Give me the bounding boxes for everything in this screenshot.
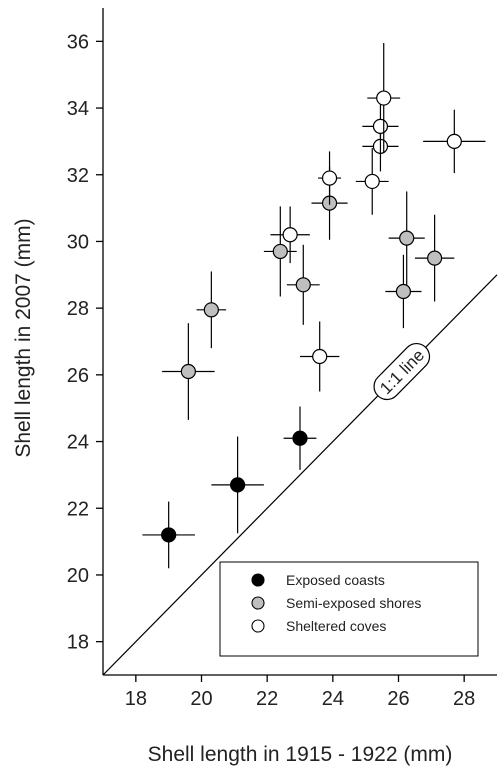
data-point bbox=[270, 206, 310, 264]
x-tick-label: 28 bbox=[453, 688, 475, 710]
point-marker bbox=[399, 230, 415, 246]
point-marker bbox=[282, 227, 298, 243]
y-tick-label: 30 bbox=[67, 231, 89, 253]
x-tick-label: 22 bbox=[256, 688, 278, 710]
y-axis-title: Shell length in 2007 (mm) bbox=[12, 218, 35, 457]
data-point bbox=[367, 43, 401, 154]
data-point bbox=[283, 406, 317, 470]
point-marker bbox=[292, 430, 308, 446]
x-tick-label: 20 bbox=[190, 688, 212, 710]
axes: 18 20 22 24 26 28 30 32 34 36 18 20 22 24 26 28 bbox=[67, 8, 497, 710]
point-marker bbox=[295, 277, 311, 293]
y-tick-label: 22 bbox=[67, 498, 89, 520]
y-tick-label: 24 bbox=[67, 432, 89, 454]
point-marker bbox=[180, 363, 196, 380]
x-axis-title: Shell length in 1915 - 1922 (mm) bbox=[148, 743, 453, 766]
y-tick-label: 26 bbox=[67, 365, 89, 387]
point-marker bbox=[364, 173, 380, 190]
point-marker bbox=[203, 302, 219, 318]
data-point bbox=[162, 323, 215, 420]
x-tick-label: 26 bbox=[387, 688, 409, 710]
legend-label: Exposed coasts bbox=[286, 572, 385, 588]
legend-marker bbox=[251, 619, 265, 633]
data-point bbox=[196, 271, 227, 349]
point-marker bbox=[446, 133, 462, 149]
point-marker bbox=[321, 170, 338, 186]
data-points bbox=[142, 43, 486, 569]
point-marker bbox=[372, 118, 389, 134]
point-marker bbox=[161, 527, 177, 543]
legend-marker bbox=[251, 573, 265, 587]
series-semi-exposed-shores bbox=[162, 166, 455, 420]
data-point bbox=[211, 436, 264, 534]
legend-marker bbox=[251, 596, 265, 610]
y-tick-label: 28 bbox=[67, 298, 89, 320]
y-tick-label: 32 bbox=[67, 165, 89, 187]
data-point bbox=[423, 109, 486, 174]
identity-line-label: 1:1 line bbox=[373, 342, 431, 401]
y-tick-label: 34 bbox=[67, 98, 89, 120]
data-point bbox=[355, 148, 389, 215]
data-point bbox=[414, 214, 455, 302]
y-tick-label: 36 bbox=[67, 31, 89, 53]
identity-label-box bbox=[373, 342, 431, 401]
identity-line bbox=[102, 274, 498, 676]
x-tick-label: 24 bbox=[322, 688, 344, 710]
legend-label: Semi-exposed shores bbox=[286, 595, 421, 611]
data-point bbox=[142, 501, 195, 569]
x-tick-label: 18 bbox=[125, 688, 147, 710]
point-marker bbox=[376, 90, 392, 106]
point-marker bbox=[312, 348, 328, 365]
legend-item: Semi-exposed shores bbox=[251, 595, 421, 611]
data-point bbox=[318, 151, 342, 205]
y-tick-label: 20 bbox=[67, 565, 89, 587]
data-point bbox=[300, 321, 340, 392]
series-sheltered-coves bbox=[270, 43, 486, 392]
legend-label: Sheltered coves bbox=[286, 618, 386, 634]
y-tick-label: 18 bbox=[67, 632, 89, 654]
legend-item: Exposed coasts bbox=[251, 572, 385, 588]
series-exposed-coasts bbox=[142, 406, 317, 569]
legend-item: Sheltered coves bbox=[251, 618, 386, 634]
point-marker bbox=[395, 283, 412, 300]
point-marker bbox=[427, 250, 443, 266]
data-point bbox=[263, 206, 297, 297]
point-marker bbox=[272, 243, 288, 260]
point-marker bbox=[230, 477, 246, 493]
legend: Exposed coasts Semi-exposed shores Shelter… bbox=[219, 561, 479, 657]
data-point bbox=[385, 254, 422, 329]
data-point bbox=[388, 191, 425, 285]
data-point bbox=[286, 244, 320, 325]
